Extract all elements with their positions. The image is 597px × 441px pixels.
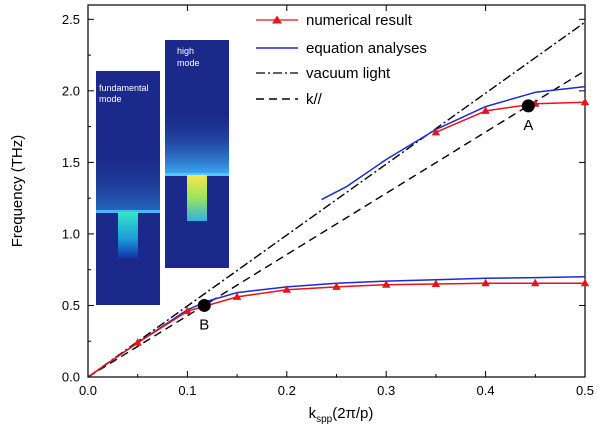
legend: numerical result equation analyses vacuu… <box>256 12 427 108</box>
annotation-point-A <box>521 99 535 113</box>
series-0-marker <box>183 306 192 315</box>
annotation-layer: AB <box>197 99 535 333</box>
legend-item-k-parallel: k// <box>256 91 323 108</box>
inset-high-label-1: high <box>177 46 194 56</box>
inset-fundamental-mode: fundamental mode <box>96 71 160 305</box>
legend-item-vacuum-light: vacuum light <box>256 65 391 82</box>
x-axis-title-main: k <box>309 405 317 422</box>
x-tick-label: 0.1 <box>178 383 196 398</box>
inset-fundamental-label-2: mode <box>99 94 122 104</box>
series-0-marker <box>282 285 291 293</box>
x-tick-label: 0.0 <box>79 383 97 398</box>
legend-label-equation: equation analyses <box>306 40 427 57</box>
series-layer <box>87 21 590 378</box>
series-0-marker <box>232 292 242 300</box>
legend-label-numerical: numerical result <box>306 12 413 29</box>
x-tick-label: 0.5 <box>576 383 594 398</box>
x-axis-title-sub: spp <box>316 414 333 425</box>
legend-item-equation: equation analyses <box>256 40 427 57</box>
series-1-line-0 <box>87 276 586 378</box>
legend-label-k-parallel: k// <box>306 91 323 108</box>
series-0-line-1 <box>435 101 586 133</box>
annotation-label-A: A <box>523 117 533 134</box>
inset-high-mode: high mode <box>165 40 229 268</box>
series-0-marker <box>332 282 341 290</box>
x-axis-title-suffix: (2π/p) <box>332 405 373 422</box>
y-tick-label: 1.0 <box>62 226 80 241</box>
series-3-line-0 <box>87 70 586 378</box>
series-0-marker <box>481 106 490 114</box>
series-0-marker <box>431 279 441 287</box>
series-0-line-0 <box>87 282 585 378</box>
series-0-marker <box>431 127 441 136</box>
y-tick-label: 1.5 <box>62 155 80 170</box>
series-0-marker <box>580 278 590 287</box>
y-tick-label: 0.0 <box>62 370 80 385</box>
annotation-point-B <box>197 298 211 312</box>
series-0-marker <box>481 278 490 287</box>
inset-fundamental-label-1: fundamental <box>99 83 149 93</box>
series-0-marker <box>133 338 142 346</box>
plot-frame <box>87 4 586 378</box>
series-0-marker <box>382 280 391 288</box>
y-axis-title: Frequency (THz) <box>9 135 26 248</box>
x-tick-label: 0.2 <box>278 383 296 398</box>
legend-item-numerical: numerical result <box>256 12 413 29</box>
x-axis-title: kspp(2π/p) <box>309 405 374 425</box>
y-tick-label: 2.5 <box>62 12 80 27</box>
legend-label-vacuum-light: vacuum light <box>306 65 391 82</box>
y-tick-label: 2.0 <box>62 83 80 98</box>
annotation-label-B: B <box>199 316 209 333</box>
inset-high-label-2: mode <box>177 58 200 68</box>
x-tick-label: 0.3 <box>377 383 395 398</box>
series-0-marker <box>580 97 590 106</box>
y-tick-label: 0.5 <box>62 298 80 313</box>
tick-layer: 0.0 0.1 0.2 0.3 0.4 0.5 0.0 0.5 1.0 1.5 2.0 2.5 <box>62 5 594 398</box>
legend-triangle-marker <box>272 15 282 24</box>
x-tick-label: 0.4 <box>477 383 495 398</box>
series-0-marker <box>531 278 540 287</box>
